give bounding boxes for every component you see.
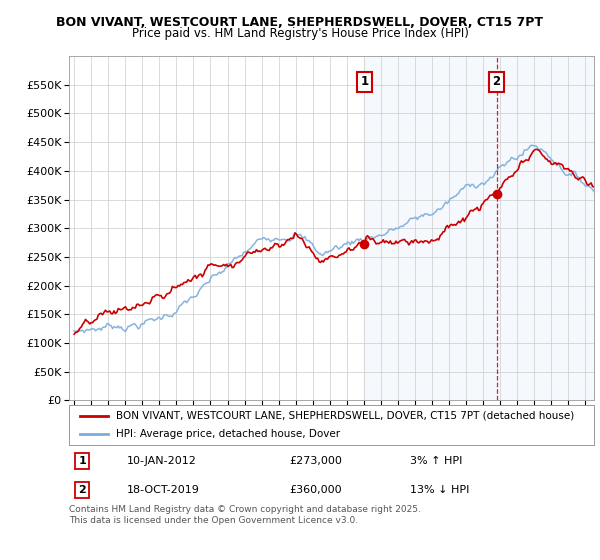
Text: 18-OCT-2019: 18-OCT-2019	[127, 485, 200, 495]
Text: 10-JAN-2012: 10-JAN-2012	[127, 456, 197, 466]
Text: £360,000: £360,000	[290, 485, 342, 495]
Bar	[364, 56, 594, 400]
Text: 1: 1	[361, 76, 368, 88]
Text: BON VIVANT, WESTCOURT LANE, SHEPHERDSWELL, DOVER, CT15 7PT (detached house): BON VIVANT, WESTCOURT LANE, SHEPHERDSWEL…	[116, 411, 575, 421]
Text: Contains HM Land Registry data © Crown copyright and database right 2025.
This d: Contains HM Land Registry data © Crown c…	[69, 505, 421, 525]
Text: Price paid vs. HM Land Registry's House Price Index (HPI): Price paid vs. HM Land Registry's House …	[131, 27, 469, 40]
Text: 1: 1	[78, 456, 86, 466]
Text: BON VIVANT, WESTCOURT LANE, SHEPHERDSWELL, DOVER, CT15 7PT: BON VIVANT, WESTCOURT LANE, SHEPHERDSWEL…	[56, 16, 544, 29]
Text: 3% ↑ HPI: 3% ↑ HPI	[410, 456, 463, 466]
Text: £273,000: £273,000	[290, 456, 343, 466]
Text: 2: 2	[493, 76, 501, 88]
Text: 13% ↓ HPI: 13% ↓ HPI	[410, 485, 470, 495]
Text: HPI: Average price, detached house, Dover: HPI: Average price, detached house, Dove…	[116, 430, 340, 439]
Text: 2: 2	[78, 485, 86, 495]
